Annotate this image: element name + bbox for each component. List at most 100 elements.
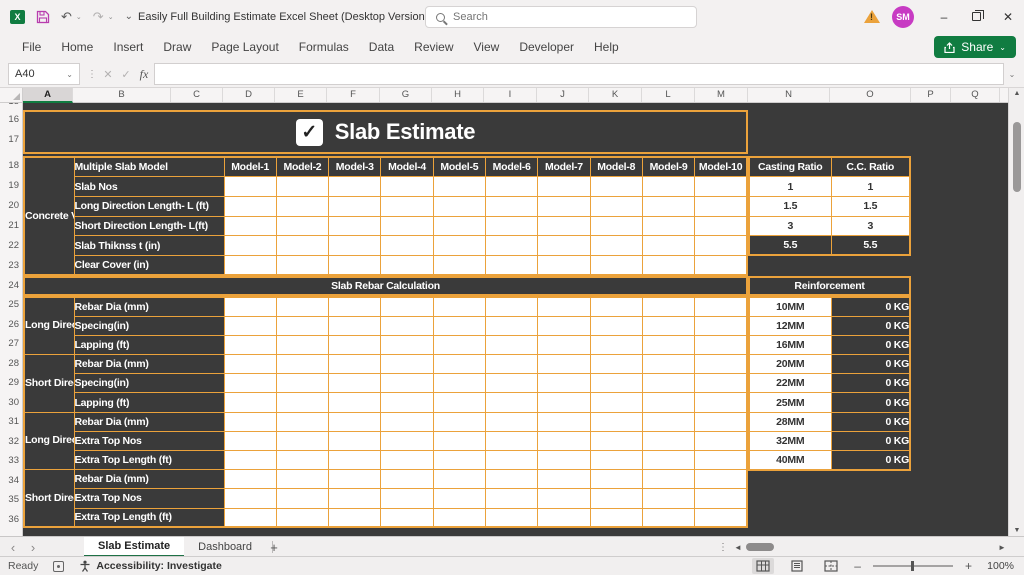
next-sheet-icon[interactable]: › — [30, 539, 36, 555]
input-cell[interactable] — [328, 411, 382, 432]
input-cell[interactable] — [432, 449, 486, 471]
input-cell[interactable] — [432, 411, 486, 432]
input-cell[interactable] — [223, 215, 277, 237]
formula-bar-expand-icon[interactable]: ⌄ — [1008, 69, 1016, 79]
input-cell[interactable] — [484, 373, 539, 394]
input-cell[interactable] — [275, 488, 330, 509]
rebar-size-cell[interactable]: 40MM — [748, 449, 832, 471]
rebar-weight-cell[interactable]: 0 KG — [830, 430, 911, 452]
input-cell[interactable] — [432, 373, 486, 394]
cc-ratio-cell[interactable]: 1 — [830, 176, 911, 197]
input-cell[interactable] — [328, 469, 382, 490]
input-cell[interactable] — [537, 176, 591, 197]
search-input[interactable] — [453, 11, 653, 23]
name-box-chevron-icon[interactable]: ⌄ — [66, 69, 73, 79]
input-cell[interactable] — [537, 315, 591, 336]
input-cell[interactable] — [328, 392, 382, 413]
vertical-scrollbar[interactable]: ▲ ▼ — [1008, 88, 1024, 536]
input-cell[interactable] — [641, 488, 696, 509]
input-cell[interactable] — [589, 469, 643, 490]
input-cell[interactable] — [589, 235, 643, 256]
checkbox-icon[interactable]: ✓ — [295, 118, 323, 146]
model-header[interactable]: Model-4 — [380, 156, 434, 178]
input-cell[interactable] — [694, 507, 748, 528]
input-cell[interactable] — [223, 411, 277, 432]
input-cell[interactable] — [380, 215, 434, 237]
tab-review[interactable]: Review — [414, 39, 454, 54]
input-cell[interactable] — [694, 235, 748, 256]
input-cell[interactable] — [223, 449, 277, 471]
rebar-weight-cell[interactable]: 0 KG — [830, 296, 911, 317]
input-cell[interactable] — [484, 411, 539, 432]
input-cell[interactable] — [380, 507, 434, 528]
input-cell[interactable] — [641, 373, 696, 394]
input-cell[interactable] — [380, 449, 434, 471]
input-cell[interactable] — [380, 296, 434, 317]
row-label[interactable]: Extra Top Nos — [73, 430, 225, 452]
input-cell[interactable] — [328, 235, 382, 256]
column-header-q[interactable]: Q — [951, 88, 1000, 102]
input-cell[interactable] — [380, 392, 434, 413]
input-cell[interactable] — [328, 449, 382, 471]
tab-view[interactable]: View — [473, 39, 500, 54]
input-cell[interactable] — [432, 315, 486, 336]
select-all-corner[interactable] — [0, 88, 23, 102]
row-header-17[interactable]: 17 — [8, 134, 19, 145]
input-cell[interactable] — [694, 334, 748, 356]
row-label[interactable]: Slab Nos — [73, 176, 225, 197]
excel-app-icon[interactable]: X — [10, 9, 25, 24]
input-cell[interactable] — [432, 507, 486, 528]
input-cell[interactable] — [484, 392, 539, 413]
input-cell[interactable] — [694, 449, 748, 471]
input-cell[interactable] — [328, 373, 382, 394]
rebar-weight-cell[interactable]: 0 KG — [830, 449, 911, 471]
column-header-b[interactable]: B — [73, 88, 171, 102]
row-label[interactable]: Long Direction Length- L (ft) — [73, 195, 225, 217]
page-break-view-button[interactable] — [820, 558, 842, 574]
input-cell[interactable] — [537, 449, 591, 471]
undo-dropdown-icon[interactable]: ⌄ — [75, 13, 82, 21]
input-cell[interactable] — [641, 469, 696, 490]
input-cell[interactable] — [641, 254, 696, 276]
model-header[interactable]: Model-2 — [275, 156, 330, 178]
input-cell[interactable] — [589, 215, 643, 237]
input-cell[interactable] — [589, 354, 643, 375]
input-cell[interactable] — [537, 373, 591, 394]
input-cell[interactable] — [484, 195, 539, 217]
column-header-o[interactable]: O — [830, 88, 911, 102]
row-label[interactable]: Extra Top Length (ft) — [73, 449, 225, 471]
input-cell[interactable] — [328, 354, 382, 375]
column-header-p[interactable]: P — [911, 88, 951, 102]
row-header-25[interactable]: 25 — [8, 299, 19, 310]
insert-function-icon[interactable]: fx — [139, 66, 149, 81]
input-cell[interactable] — [589, 176, 643, 197]
tab-home[interactable]: Home — [61, 39, 94, 54]
rebar-size-cell[interactable]: 10MM — [748, 296, 832, 317]
input-cell[interactable] — [589, 392, 643, 413]
input-cell[interactable] — [694, 215, 748, 237]
input-cell[interactable] — [275, 195, 330, 217]
zoom-out-button[interactable]: – — [854, 559, 861, 573]
model-header[interactable]: Model-10 — [694, 156, 748, 178]
input-cell[interactable] — [537, 469, 591, 490]
zoom-slider[interactable] — [872, 560, 953, 572]
input-cell[interactable] — [275, 176, 330, 197]
input-cell[interactable] — [275, 373, 330, 394]
input-cell[interactable] — [432, 488, 486, 509]
input-cell[interactable] — [641, 296, 696, 317]
header-multiple-slab-model[interactable]: Multiple Slab Model — [73, 156, 225, 178]
rebar-weight-cell[interactable]: 0 KG — [830, 392, 911, 413]
tab-page-layout[interactable]: Page Layout — [211, 39, 279, 54]
sheet-tab-slab-estimate[interactable]: Slab Estimate — [84, 537, 185, 557]
input-cell[interactable] — [694, 469, 748, 490]
name-box[interactable]: A40 ⌄ — [8, 63, 80, 85]
input-cell[interactable] — [223, 254, 277, 276]
input-cell[interactable] — [641, 235, 696, 256]
column-header-d[interactable]: D — [223, 88, 275, 102]
row-label[interactable]: Lapping (ft) — [73, 392, 225, 413]
input-cell[interactable] — [641, 411, 696, 432]
input-cell[interactable] — [223, 392, 277, 413]
input-cell[interactable] — [380, 430, 434, 452]
input-cell[interactable] — [223, 296, 277, 317]
input-cell[interactable] — [694, 392, 748, 413]
